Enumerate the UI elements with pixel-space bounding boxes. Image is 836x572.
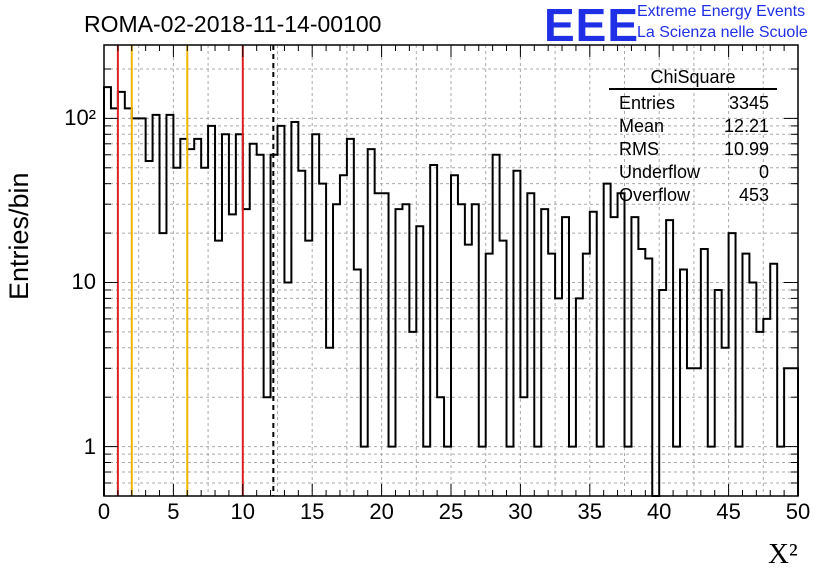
stats-box: ChiSquare Entries 3345 Mean 12.21 RMS 10… <box>609 66 777 207</box>
stats-row-mean: Mean 12.21 <box>609 115 777 138</box>
x-tick-label: 45 <box>716 499 741 524</box>
stats-value: 0 <box>758 162 769 182</box>
stats-value: 10.99 <box>723 139 769 159</box>
plot-title: ROMA-02-2018-11-14-00100 <box>84 11 382 37</box>
stats-label: Overflow <box>619 185 691 205</box>
stats-row-underflow: Underflow 0 <box>609 161 777 184</box>
x-tick-label: 35 <box>577 499 603 524</box>
x-tick-label: 5 <box>167 499 180 524</box>
y-axis-label: Entries/bin <box>4 172 34 300</box>
stats-label: RMS <box>619 139 659 159</box>
x-tick-label: 40 <box>646 499 672 524</box>
stats-value: 3345 <box>728 93 769 113</box>
stats-title: ChiSquare <box>609 66 777 90</box>
y-tick-label: 1 <box>83 433 96 459</box>
x-tick-label: 10 <box>230 499 256 524</box>
y-tick-label: 10² <box>64 105 96 131</box>
stats-row-entries: Entries 3345 <box>609 92 777 115</box>
x-tick-label: 15 <box>299 499 325 524</box>
logo-line-1: Extreme Energy Events <box>637 3 806 20</box>
eee-logo: EEE <box>544 0 640 51</box>
logo-line-2: La Scienza nelle Scuole <box>637 24 808 41</box>
stats-label: Entries <box>619 93 676 113</box>
stats-row-overflow: Overflow 453 <box>609 184 777 207</box>
stats-row-rms: RMS 10.99 <box>609 138 777 161</box>
x-tick-label: 20 <box>369 499 394 524</box>
x-tick-label: 0 <box>97 499 111 524</box>
x-tick-label: 30 <box>508 499 533 524</box>
x-tick-label: 50 <box>785 499 811 524</box>
x-tick-label: 25 <box>438 499 464 524</box>
stats-label: Underflow <box>619 162 701 182</box>
y-tick-label: 10 <box>71 269 96 295</box>
stats-value: 12.21 <box>723 116 769 136</box>
x-axis-label: X² <box>768 538 798 570</box>
histogram-bars <box>103 86 799 497</box>
stats-label: Mean <box>619 116 665 136</box>
stats-value: 453 <box>738 185 769 205</box>
